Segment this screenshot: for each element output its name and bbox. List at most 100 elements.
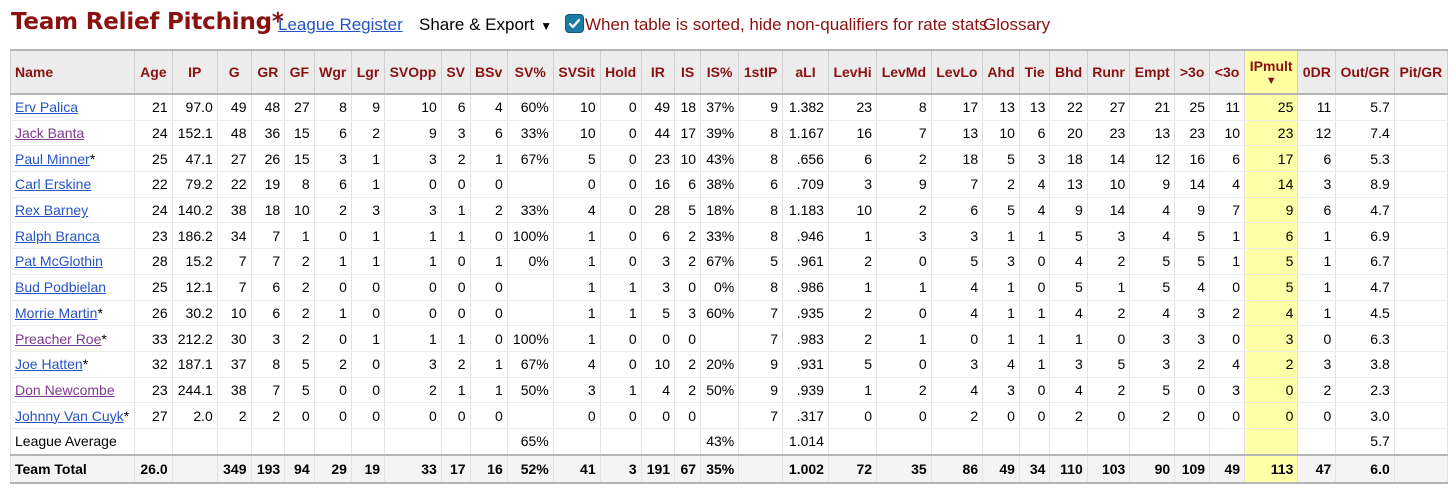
cell-3o: 4 [1209,171,1246,198]
cell-wgr: 0 [313,274,352,301]
cell-empt: 4 [1129,197,1176,224]
cell-out-gr: 8.9 [1335,171,1395,198]
cell-g: 37 [216,351,252,378]
cell-tie: 3 [1018,145,1051,173]
name-cell[interactable]: Don Newcombe [9,377,136,404]
player-link[interactable]: Morrie Martin [15,304,98,321]
player-link[interactable]: Jack Banta [15,125,85,142]
player-link[interactable]: Pat McGlothin [15,253,103,270]
column-header-wgr[interactable]: Wgr [313,49,352,95]
column-header-age[interactable]: Age [134,49,173,95]
player-link[interactable]: Preacher Roe [15,330,102,347]
cell-pit-gr [1393,171,1449,198]
cell-ali: 1.183 [782,197,829,224]
cell-ip: 47.1 [171,145,218,173]
column-header-ip[interactable]: IP [171,49,218,95]
column-header-sv[interactable]: SV [440,49,471,95]
cell-levlo: 4 [930,377,984,404]
column-header-bhd[interactable]: Bhd [1049,49,1088,95]
cell-tie: 0 [1018,248,1051,275]
cell-ali: 1.382 [782,94,829,121]
column-header-name[interactable]: Name [9,49,136,95]
cell-hold: 1 [599,274,642,301]
hide-nonqualifiers-checkbox[interactable] [566,15,583,32]
column-header-is[interactable]: IS% [700,49,740,95]
cell-pit-gr [1393,402,1449,429]
column-header-gr[interactable]: GR [250,49,286,95]
name-cell[interactable]: Preacher Roe* [9,325,136,352]
cell-ali: .983 [782,325,829,352]
name-cell[interactable]: Jack Banta [9,120,136,147]
cell-gr: 7 [250,377,286,404]
column-header-0dr[interactable]: 0DR [1297,49,1337,95]
hide-nonqualifiers-label[interactable]: When table is sorted, hide non-qualifier… [585,15,988,34]
team-total-label: Team Total [15,460,87,477]
player-link[interactable]: Don Newcombe [15,381,115,398]
column-header-3o[interactable]: <3o [1209,49,1246,95]
player-link[interactable]: Bud Podbielan [15,279,107,296]
player-link[interactable]: Paul Minner [15,150,90,167]
column-header-ir[interactable]: IR [640,49,676,95]
column-header-ali[interactable]: aLI [782,49,829,95]
column-header-3o[interactable]: >3o [1174,49,1211,95]
column-header-levhi[interactable]: LevHi [827,49,878,95]
cell-is: 67 [674,453,702,484]
cell-wgr: 0 [313,402,352,429]
cell-ip: 152.1 [171,120,218,147]
column-header-levlo[interactable]: LevLo [930,49,984,95]
column-header-bsv[interactable]: BSv [469,49,508,95]
player-link[interactable]: Rex Barney [15,202,89,219]
cell-hold: 0 [599,402,642,429]
player-link[interactable]: Joe Hatten [15,356,83,373]
column-header-out-gr[interactable]: Out/GR [1335,49,1395,95]
name-cell[interactable]: Johnny Van Cuyk* [9,402,136,429]
share-export-label[interactable]: Share & Export [419,15,535,34]
player-link[interactable]: Ralph Branca [15,227,100,244]
column-header-hold[interactable]: Hold [599,49,642,95]
cell-lgr: 1 [350,222,386,250]
name-cell[interactable]: Morrie Martin* [9,300,136,327]
glossary-link[interactable]: Glossary [983,15,1051,34]
league-register-link[interactable]: League Register [278,15,403,34]
cell-levmd: 0 [876,351,932,378]
column-header-svsit[interactable]: SVSit [552,49,601,95]
cell-3o: 0 [1174,402,1211,429]
cell-ir: 4 [640,377,676,404]
column-header-svopp[interactable]: SVOpp [384,49,442,95]
chevron-down-icon[interactable]: ▼ [540,19,553,33]
column-header-sv[interactable]: SV% [506,49,554,95]
column-header-ahd[interactable]: Ahd [982,49,1020,95]
name-cell[interactable]: Paul Minner* [9,145,136,173]
cell-sv: 2 [440,351,471,378]
cell-tie: 4 [1018,197,1051,224]
column-header-tie[interactable]: Tie [1018,49,1051,95]
column-header-lgr[interactable]: Lgr [350,49,386,95]
column-header-gf[interactable]: GF [284,49,315,95]
name-cell[interactable]: Joe Hatten* [9,351,136,378]
cell-levmd [876,428,932,456]
column-header-pit-gr[interactable]: Pit/GR [1393,49,1449,95]
column-header-is[interactable]: IS [674,49,702,95]
column-header-label: IP [188,64,202,80]
name-cell[interactable]: Pat McGlothin [9,248,136,275]
cell-pit-gr [1393,197,1449,224]
column-header-runr[interactable]: Runr [1086,49,1131,95]
player-link[interactable]: Carl Erskine [15,176,92,193]
name-cell[interactable]: Carl Erskine [9,171,136,198]
column-header-levmd[interactable]: LevMd [876,49,932,95]
column-header-1stip[interactable]: 1stIP [738,49,784,95]
column-header-g[interactable]: G [216,49,252,95]
name-cell[interactable]: Erv Palica [9,94,136,121]
column-header-ipmult[interactable]: IPmult ▼ [1244,49,1299,95]
cell-gf: 94 [284,453,315,484]
name-cell[interactable]: Rex Barney [9,197,136,224]
share-export-menu[interactable]: Share & Export ▼ [419,15,552,35]
column-header-empt[interactable]: Empt [1129,49,1176,95]
cell-svopp: 33 [384,453,442,484]
player-link[interactable]: Johnny Van Cuyk [15,407,124,424]
player-link[interactable]: Erv Palica [15,99,79,116]
name-cell[interactable]: Ralph Branca [9,222,136,250]
cell-is: 18 [674,94,702,121]
name-cell[interactable]: Bud Podbielan [9,274,136,301]
cell-svopp: 1 [384,222,442,250]
